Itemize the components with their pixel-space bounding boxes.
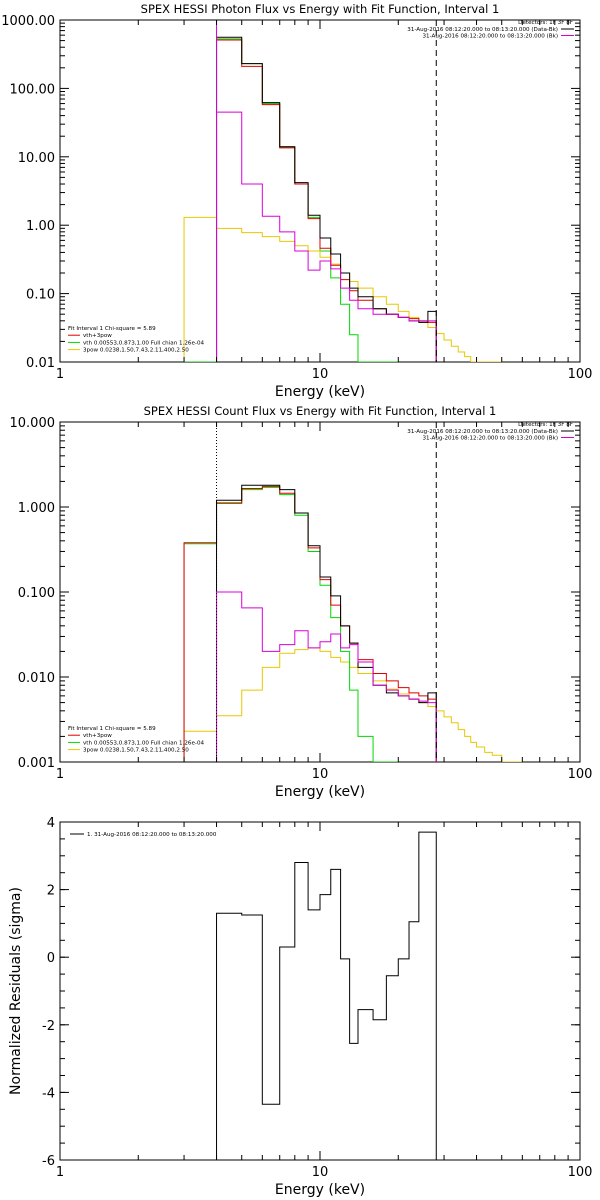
y-tick-label: 1.00: [26, 219, 55, 234]
legend-entry: 1. 31-Aug-2016 08:12:20.000 to 08:13:20.…: [87, 832, 217, 838]
y-tick-label: 0.010: [18, 671, 55, 686]
y-axis-label: Normalized Residuals (sigma): [8, 887, 24, 1095]
fit-info-line: vth 0.00553,0.873,1.00 Full chian 1.26e-…: [83, 740, 205, 746]
legend-entry: 31-Aug-2016 08:12:20.000 to 08:13:20.000…: [422, 436, 558, 442]
x-tick-label: 100: [568, 367, 593, 382]
series-line-3: [183, 485, 437, 762]
panel-1: SPEX HESSI Photon Flux vs Energy with Fi…: [1, 2, 592, 400]
x-axis-label: Energy (keV): [275, 1182, 365, 1198]
series-line-4: [216, 484, 437, 762]
y-tick-label: 0.10: [26, 288, 55, 303]
x-tick-label: 100: [568, 767, 593, 782]
y-tick-label: 0.001: [18, 756, 55, 771]
x-tick-label: 1: [56, 1165, 64, 1180]
x-tick-label: 100: [568, 1165, 593, 1180]
x-tick-label: 10: [312, 767, 329, 782]
x-axis-label: Energy (keV): [275, 784, 365, 800]
y-tick-label: 0.01: [26, 356, 55, 371]
y-tick-label: 0.100: [18, 586, 55, 601]
plot-area: [183, 422, 523, 762]
y-tick-label: -6: [42, 1154, 55, 1169]
y-tick-label: 1.000: [18, 501, 55, 516]
panel-2: SPEX HESSI Count Flux vs Energy with Fit…: [10, 404, 593, 800]
detectors-label: Detectors: 1F 3F 8F: [518, 20, 573, 26]
series-line-1: [216, 831, 437, 1160]
series-line-5: [216, 591, 437, 762]
legend-entry: 31-Aug-2016 08:12:20.000 to 08:13:20.000…: [422, 34, 558, 40]
y-tick-label: -4: [42, 1086, 55, 1101]
chart-title: SPEX HESSI Photon Flux vs Energy with Fi…: [141, 2, 500, 16]
fit-info-line: Fit Interval 1 Chi-square = 5.89: [68, 726, 156, 732]
fit-info-line: 3pow 0.0238,1.50,7.43,2.11,400,2.50: [83, 748, 189, 754]
y-tick-label: 1000.00: [1, 14, 55, 29]
plot-frame: [59, 821, 581, 1161]
fit-info-line: vth+3pow: [83, 733, 112, 739]
x-tick-label: 10: [312, 367, 329, 382]
y-tick-label: 10.000: [10, 416, 56, 431]
detectors-label: Detectors: 1F 3F 8F: [518, 422, 573, 428]
y-tick-label: -2: [42, 1019, 55, 1034]
plot-frame: [59, 19, 581, 363]
fit-info-line: 3pow 0.0238,1.50,7.43,2.11,400,2.50: [83, 348, 189, 354]
chart-title: SPEX HESSI Count Flux vs Energy with Fit…: [144, 404, 497, 418]
series-line-4: [216, 36, 437, 362]
fit-info-line: vth+3pow: [83, 333, 112, 339]
series-line-3: [216, 39, 437, 362]
y-tick-label: 0: [47, 951, 55, 966]
y-tick-label: 2: [47, 884, 55, 899]
x-axis-label: Energy (keV): [275, 384, 365, 400]
legend-entry: 31-Aug-2016 08:12:20.000 to 08:13:20.000…: [407, 429, 558, 435]
plot-area: [183, 20, 502, 362]
series-line-2: [183, 216, 502, 362]
series-line-1: [183, 647, 523, 762]
plot-area: [216, 831, 437, 1160]
y-tick-label: 4: [47, 816, 55, 831]
x-tick-label: 1: [56, 767, 64, 782]
fit-info-line: vth 0.00553,0.873,1.00 Full chian 1.26e-…: [83, 340, 205, 346]
x-tick-label: 1: [56, 367, 64, 382]
panel-3: 1 10 100 -6 -4 -2 0 2 4 Energy (keV) Normalized Re…: [8, 816, 592, 1198]
fit-info-line: Fit Interval 1 Chi-square = 5.89: [68, 326, 156, 332]
x-tick-label: 10: [312, 1165, 329, 1180]
y-tick-label: 10.00: [18, 151, 55, 166]
series-line-5: [216, 111, 437, 362]
plot-frame: [59, 421, 581, 763]
legend-entry: 31-Aug-2016 08:12:20.000 to 08:13:20.000…: [407, 27, 558, 33]
y-tick-label: 100.00: [10, 82, 56, 97]
